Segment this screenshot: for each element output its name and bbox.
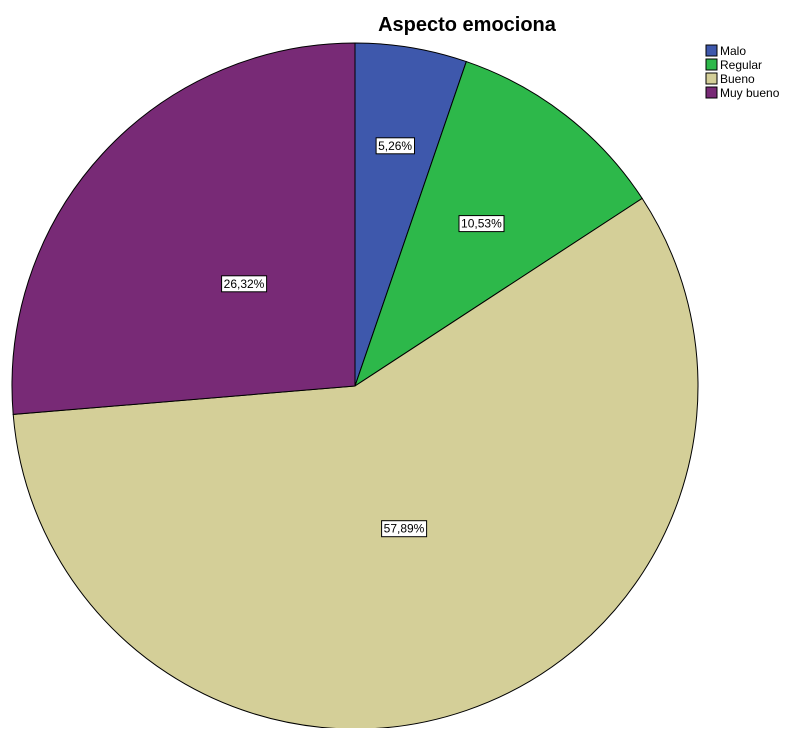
- data-label-malo: 5,26%: [375, 137, 416, 155]
- legend-swatch: [705, 86, 718, 99]
- data-label-bueno: 57,89%: [381, 520, 428, 538]
- legend-item-muy-bueno: Muy bueno: [705, 86, 780, 100]
- data-label-value: 26,32%: [224, 277, 265, 291]
- data-label-muy-bueno: 26,32%: [221, 275, 268, 293]
- data-label-box: [221, 275, 268, 293]
- legend-swatch: [705, 72, 718, 85]
- legend-label: Regular: [720, 58, 762, 72]
- data-label-value: 57,89%: [384, 522, 425, 536]
- legend-label: Bueno: [720, 72, 755, 86]
- legend-swatch: [705, 44, 718, 57]
- pie-slice-bueno: [12, 197, 699, 730]
- pie-slice-muy-bueno: [11, 42, 356, 415]
- legend-item-malo: Malo: [705, 44, 746, 58]
- data-label-regular: 10,53%: [458, 215, 505, 233]
- data-label-box: [458, 215, 505, 233]
- legend-label: Muy bueno: [720, 86, 780, 100]
- legend-label: Malo: [720, 44, 746, 58]
- pie-slices: [11, 42, 699, 730]
- data-label-value: 10,53%: [461, 217, 502, 231]
- data-label-box: [375, 137, 416, 155]
- data-labels: 5,26% 10,53% 57,89% 26,32%: [221, 137, 505, 538]
- chart-title: Aspecto emociona: [378, 14, 557, 36]
- legend-item-regular: Regular: [705, 58, 762, 72]
- data-label-value: 5,26%: [378, 139, 412, 153]
- data-label-box: [381, 520, 428, 538]
- legend-item-bueno: Bueno: [705, 72, 755, 86]
- legend-swatch: [705, 58, 718, 71]
